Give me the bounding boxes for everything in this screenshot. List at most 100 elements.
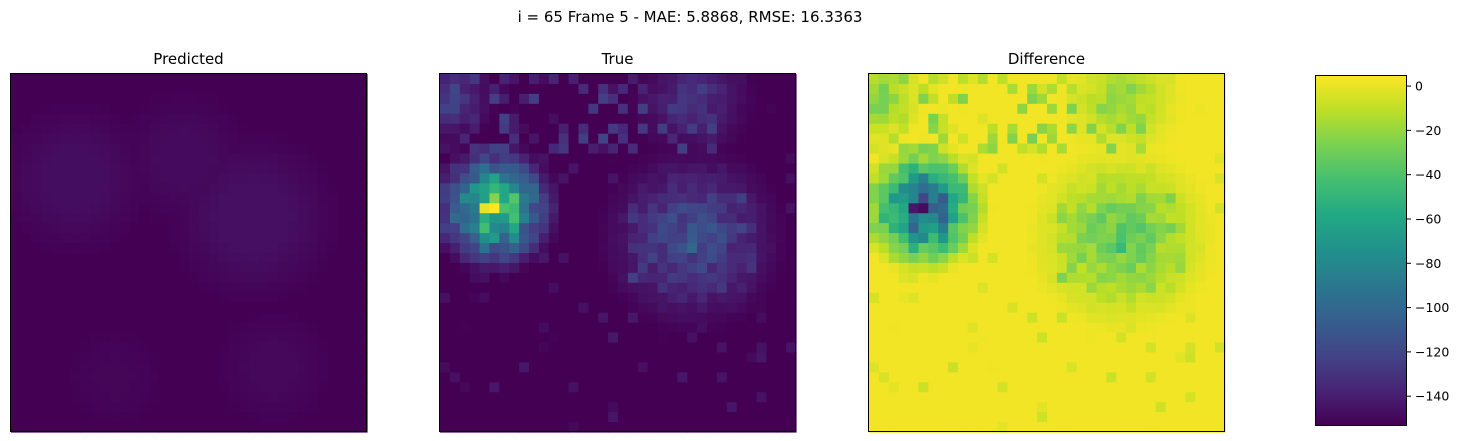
difference-cell bbox=[869, 372, 880, 383]
true-cell bbox=[657, 123, 669, 135]
true-cell bbox=[509, 213, 520, 224]
true-cell bbox=[499, 253, 510, 264]
predicted-cell bbox=[11, 203, 22, 214]
true-cell bbox=[697, 392, 708, 403]
difference-cell bbox=[898, 213, 910, 224]
difference-cell bbox=[1047, 372, 1058, 383]
difference-cell bbox=[987, 302, 999, 314]
predicted-cell bbox=[100, 163, 111, 175]
true-cell bbox=[637, 312, 649, 324]
difference-cell bbox=[869, 302, 880, 314]
difference-cell bbox=[869, 153, 880, 165]
difference-cell bbox=[888, 402, 900, 413]
predicted-cell bbox=[70, 392, 81, 403]
predicted-cell bbox=[238, 123, 249, 135]
difference-cell bbox=[888, 74, 900, 85]
predicted-cell bbox=[278, 93, 289, 105]
true-cell bbox=[716, 312, 728, 324]
difference-cell bbox=[1007, 362, 1018, 373]
predicted-cell bbox=[307, 322, 319, 334]
predicted-cell bbox=[337, 302, 348, 314]
predicted-cell bbox=[60, 272, 71, 284]
true-cell bbox=[776, 362, 787, 373]
predicted-cell bbox=[60, 352, 71, 363]
difference-cell bbox=[928, 233, 939, 244]
predicted-cell bbox=[100, 262, 111, 274]
difference-cell bbox=[987, 163, 999, 175]
predicted-cell bbox=[238, 193, 249, 204]
true-cell bbox=[608, 173, 619, 184]
difference-cell bbox=[977, 372, 989, 383]
predicted-cell bbox=[238, 113, 249, 125]
predicted-cell bbox=[60, 312, 71, 324]
true-cell bbox=[627, 83, 639, 95]
colorbar-tick-label: 0 bbox=[1415, 79, 1423, 94]
difference-cell bbox=[928, 74, 939, 85]
difference-cell bbox=[1195, 74, 1206, 85]
predicted-cell bbox=[198, 352, 210, 363]
true-cell bbox=[746, 352, 758, 363]
predicted-cell bbox=[139, 362, 151, 373]
difference-cell bbox=[1066, 322, 1078, 334]
true-cell bbox=[608, 332, 619, 344]
difference-cell bbox=[1195, 103, 1206, 115]
predicted-cell bbox=[159, 392, 170, 403]
predicted-cell bbox=[189, 113, 200, 125]
difference-cell bbox=[918, 253, 929, 264]
true-cell bbox=[736, 382, 748, 393]
true-cell bbox=[608, 93, 619, 105]
difference-cell bbox=[1205, 352, 1216, 363]
predicted-cell bbox=[50, 312, 62, 324]
difference-cell bbox=[948, 173, 959, 184]
predicted-cell bbox=[238, 302, 249, 314]
predicted-cell bbox=[119, 183, 131, 194]
predicted-cell bbox=[218, 133, 230, 145]
predicted-cell bbox=[70, 203, 81, 214]
difference-cell bbox=[997, 74, 1009, 85]
true-cell bbox=[776, 282, 787, 294]
true-cell bbox=[499, 352, 510, 363]
predicted-cell bbox=[109, 262, 121, 274]
predicted-cell bbox=[297, 133, 309, 145]
difference-cell bbox=[987, 153, 999, 165]
difference-cell bbox=[1056, 402, 1068, 413]
difference-cell bbox=[1076, 173, 1088, 184]
predicted-cell bbox=[228, 282, 240, 294]
difference-cell bbox=[967, 292, 979, 304]
difference-cell bbox=[1037, 402, 1048, 413]
true-cell bbox=[647, 342, 659, 354]
difference-cell bbox=[898, 253, 910, 264]
difference-cell bbox=[918, 402, 929, 413]
true-cell bbox=[509, 402, 520, 413]
predicted-cell bbox=[159, 163, 170, 175]
difference-cell bbox=[1096, 213, 1107, 224]
difference-cell bbox=[888, 372, 900, 383]
difference-cell bbox=[1195, 412, 1206, 423]
difference-cell bbox=[908, 412, 920, 423]
true-cell bbox=[736, 103, 748, 115]
predicted-cell bbox=[109, 123, 121, 135]
predicted-cell bbox=[30, 243, 42, 254]
difference-cell bbox=[1086, 93, 1098, 105]
predicted-cell bbox=[258, 382, 269, 393]
true-cell bbox=[558, 352, 570, 363]
predicted-cell bbox=[198, 153, 210, 165]
true-cell bbox=[746, 113, 758, 125]
difference-cell bbox=[948, 203, 959, 214]
predicted-cell bbox=[30, 113, 42, 125]
true-cell bbox=[558, 223, 570, 234]
predicted-cell bbox=[109, 143, 121, 155]
predicted-cell bbox=[100, 74, 111, 85]
difference-cell bbox=[1136, 213, 1147, 224]
predicted-cell bbox=[337, 193, 348, 204]
difference-cell bbox=[1175, 253, 1187, 264]
predicted-cell bbox=[119, 262, 131, 274]
predicted-cell bbox=[179, 382, 190, 393]
true-cell bbox=[588, 382, 599, 393]
predicted-cell bbox=[169, 74, 180, 85]
predicted-cell bbox=[347, 332, 358, 344]
predicted-cell bbox=[218, 362, 230, 373]
predicted-cell bbox=[11, 402, 22, 413]
predicted-cell bbox=[169, 153, 180, 165]
true-cell bbox=[568, 402, 580, 413]
